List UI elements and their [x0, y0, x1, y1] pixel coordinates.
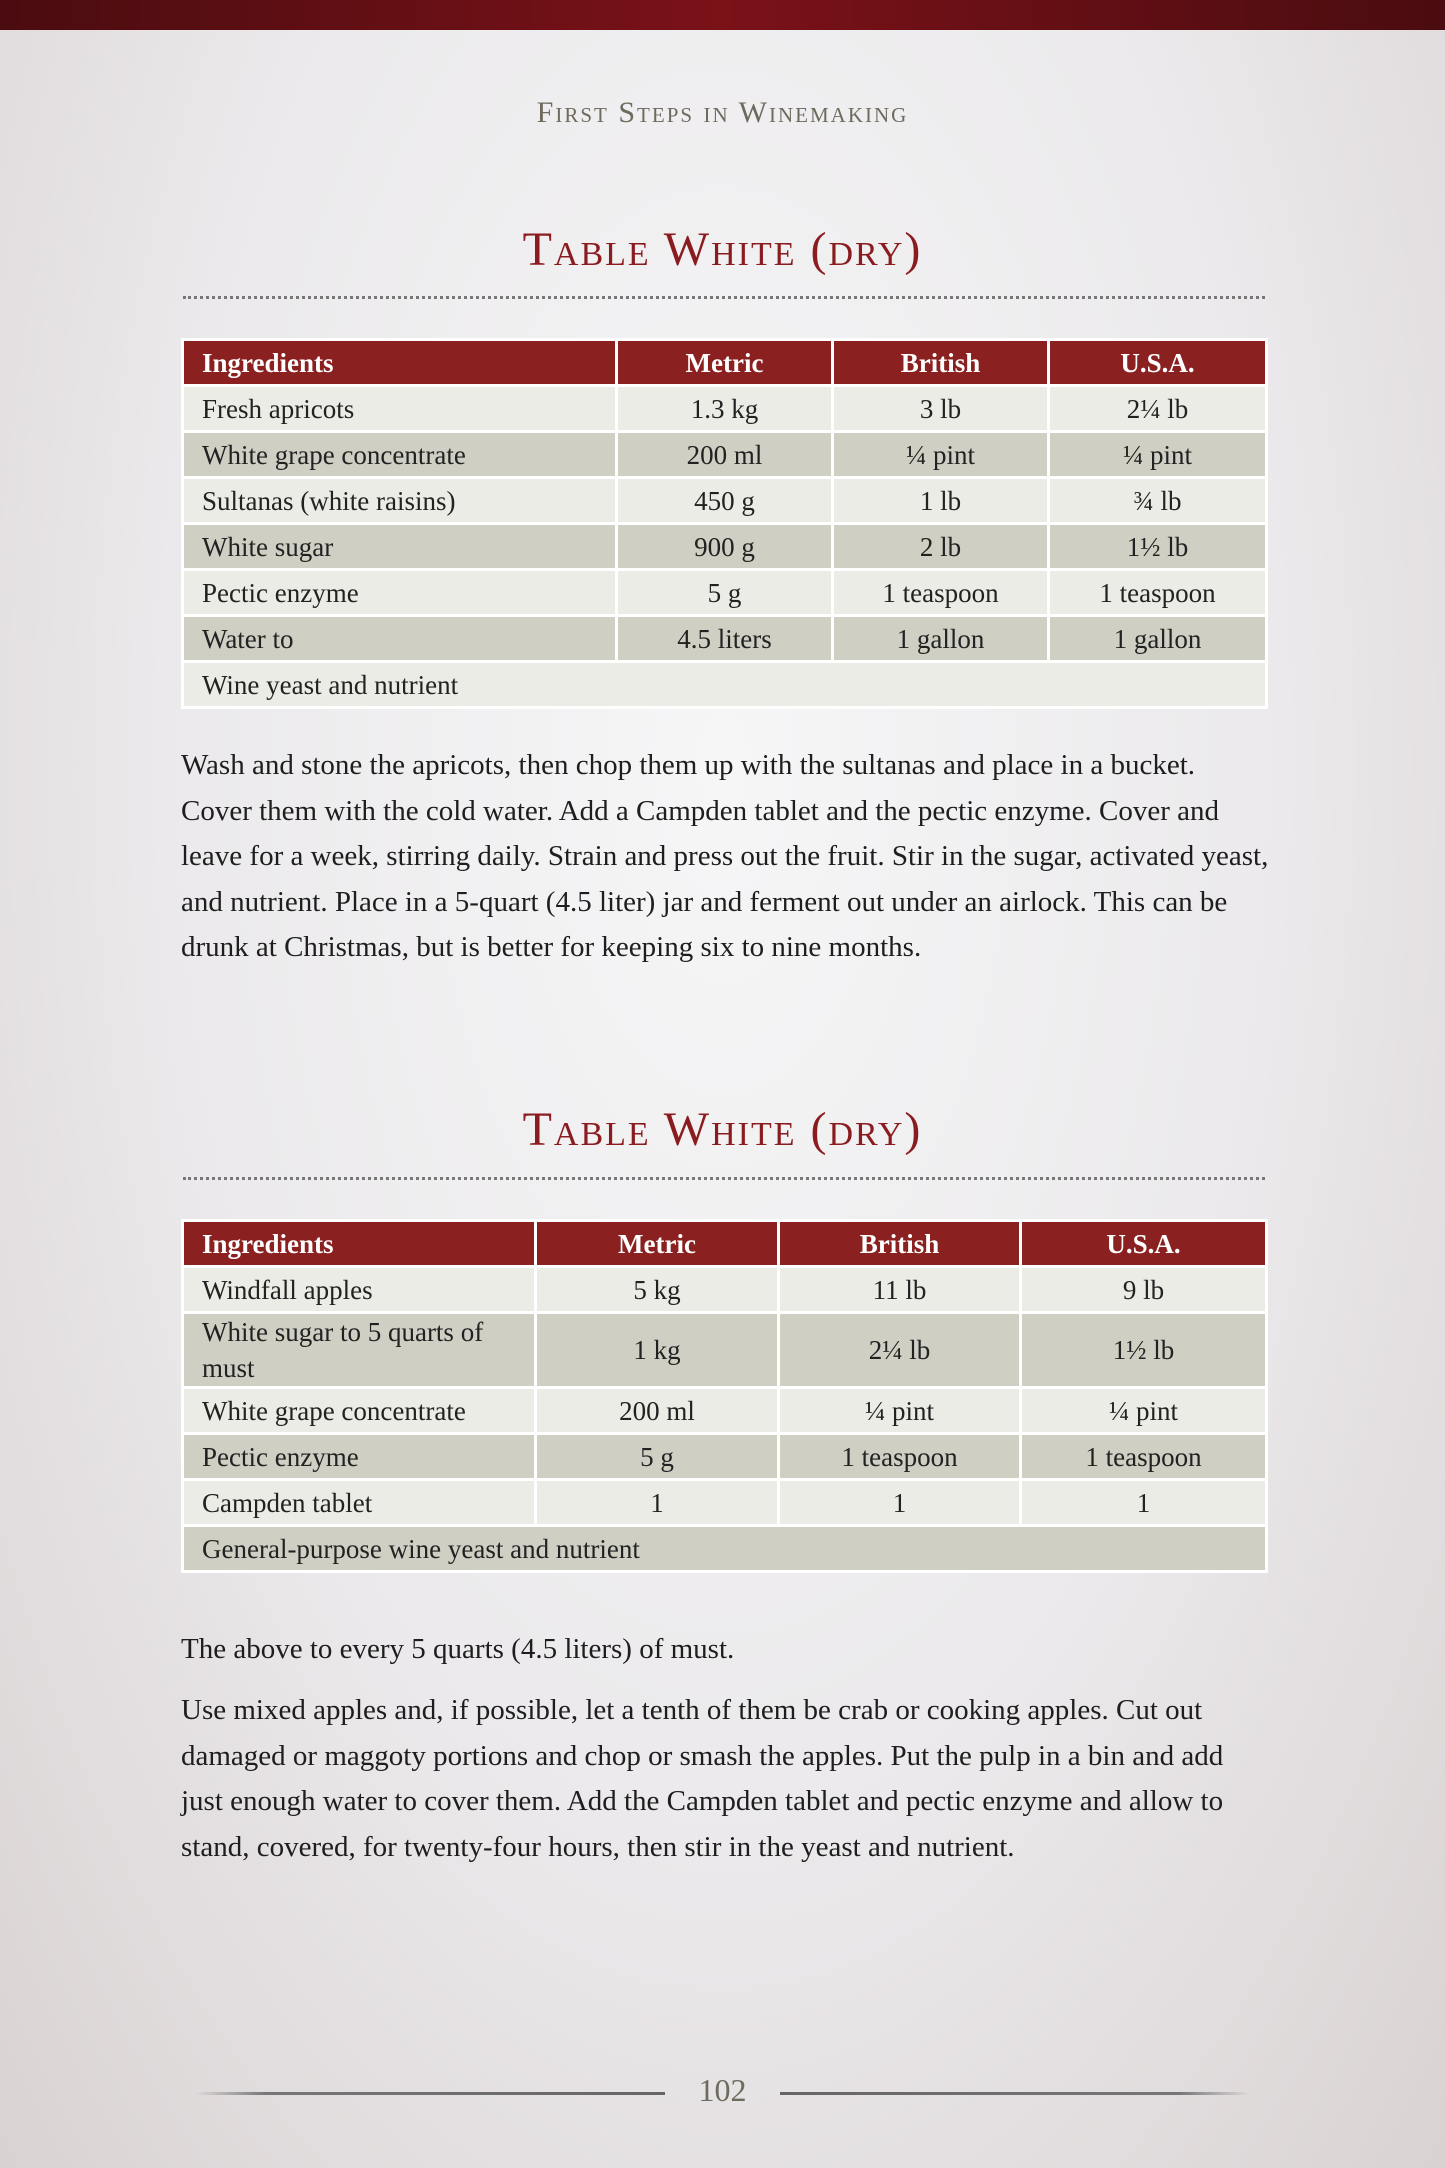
- table-cell: 11 lb: [777, 1265, 1022, 1314]
- table-cell: 900 g: [615, 522, 834, 571]
- table-cell: 1: [1019, 1478, 1268, 1527]
- table-cell: 1 teaspoon: [1047, 568, 1268, 617]
- running-header: First Steps in Winemaking: [536, 96, 909, 129]
- table-row: White sugar to 5 quarts of must 1 kg 2¼ lb…: [181, 1311, 1268, 1389]
- table-row: Water to 4.5 liters 1 gallon 1 gallon: [181, 614, 1268, 663]
- table-header-row: Ingredients Metric British U.S.A.: [181, 1219, 1268, 1268]
- table-cell: 1 gallon: [831, 614, 1050, 663]
- column-header: Metric: [615, 338, 834, 387]
- page-footer: 102: [0, 2072, 1445, 2112]
- table-cell: Campden tablet: [181, 1478, 537, 1527]
- table-cell: 9 lb: [1019, 1265, 1268, 1314]
- table-cell: Windfall apples: [181, 1265, 537, 1314]
- table-cell: 2¼ lb: [777, 1311, 1022, 1389]
- table-cell: Pectic enzyme: [181, 568, 618, 617]
- table-row: White grape concentrate 200 ml ¼ pint ¼ pin…: [181, 430, 1268, 479]
- table-cell: 1 teaspoon: [777, 1432, 1022, 1481]
- dotted-divider: [183, 296, 1265, 299]
- table-cell: White grape concentrate: [181, 430, 618, 479]
- instructions-paragraph: Use mixed apples and, if possible, let a…: [181, 1694, 1224, 1863]
- table-cell: White sugar to 5 quarts of must: [181, 1311, 537, 1389]
- table-cell: 1 lb: [831, 476, 1050, 525]
- table-row: Fresh apricots 1.3 kg 3 lb 2¼ lb: [181, 384, 1268, 433]
- table-row: White grape concentrate 200 ml ¼ pint ¼ pin…: [181, 1386, 1268, 1435]
- table-cell: 1½ lb: [1019, 1311, 1268, 1389]
- table-cell: Sultanas (white raisins): [181, 476, 618, 525]
- table-cell: ¼ pint: [1019, 1386, 1268, 1435]
- table-cell: 1 teaspoon: [1019, 1432, 1268, 1481]
- table-row: Campden tablet 1 1 1: [181, 1478, 1268, 1527]
- page-number: 102: [698, 2072, 747, 2108]
- footer-rule: [195, 2092, 665, 2095]
- table-cell: ¼ pint: [777, 1386, 1022, 1435]
- table-cell: Water to: [181, 614, 618, 663]
- column-header: Ingredients: [181, 1219, 537, 1268]
- table-cell: 1: [777, 1478, 1022, 1527]
- table-cell: Pectic enzyme: [181, 1432, 537, 1481]
- table-cell: 450 g: [615, 476, 834, 525]
- table-cell: 3 lb: [831, 384, 1050, 433]
- table-cell: 1 gallon: [1047, 614, 1268, 663]
- table-cell: 2¼ lb: [1047, 384, 1268, 433]
- table-cell: 1 kg: [534, 1311, 780, 1389]
- table-cell: ¾ lb: [1047, 476, 1268, 525]
- ingredients-table: Ingredients Metric British U.S.A. Fresh …: [181, 338, 1268, 709]
- instructions-paragraph: Wash and stone the apricots, then chop t…: [181, 749, 1269, 964]
- column-header: U.S.A.: [1019, 1219, 1268, 1268]
- column-header: U.S.A.: [1047, 338, 1268, 387]
- column-header: British: [831, 338, 1050, 387]
- table-cell: 1.3 kg: [615, 384, 834, 433]
- table-cell: 2 lb: [831, 522, 1050, 571]
- table-cell: Fresh apricots: [181, 384, 618, 433]
- table-cell: ¼ pint: [831, 430, 1050, 479]
- table-row: Windfall apples 5 kg 11 lb 9 lb: [181, 1265, 1268, 1314]
- table-cell: White sugar: [181, 522, 618, 571]
- table-footer-row: General-purpose wine yeast and nutrient: [181, 1524, 1268, 1573]
- table-footer-row: Wine yeast and nutrient: [181, 660, 1268, 709]
- table-header-row: Ingredients Metric British U.S.A.: [181, 338, 1268, 387]
- table-cell: 200 ml: [615, 430, 834, 479]
- note-paragraph: The above to every 5 quarts (4.5 liters)…: [181, 1633, 735, 1665]
- table-cell: ¼ pint: [1047, 430, 1268, 479]
- table-cell: 5 g: [615, 568, 834, 617]
- table-cell: General-purpose wine yeast and nutrient: [181, 1524, 1268, 1573]
- column-header: British: [777, 1219, 1022, 1268]
- footer-rule: [780, 2092, 1250, 2095]
- column-header: Metric: [534, 1219, 780, 1268]
- table-cell: Wine yeast and nutrient: [181, 660, 1268, 709]
- ingredients-table: Ingredients Metric British U.S.A. Windfa…: [181, 1219, 1268, 1573]
- table-cell: White grape concentrate: [181, 1386, 537, 1435]
- table-cell: 200 ml: [534, 1386, 780, 1435]
- table-cell: 5 g: [534, 1432, 780, 1481]
- table-cell: 5 kg: [534, 1265, 780, 1314]
- column-header: Ingredients: [181, 338, 618, 387]
- table-cell: 1 teaspoon: [831, 568, 1050, 617]
- top-bar: [0, 0, 1445, 30]
- table-cell: 1: [534, 1478, 780, 1527]
- table-cell: 4.5 liters: [615, 614, 834, 663]
- table-cell: 1½ lb: [1047, 522, 1268, 571]
- recipe-title: Table White (dry): [522, 223, 923, 276]
- recipe-title: Table White (dry): [522, 1103, 923, 1156]
- dotted-divider: [183, 1177, 1265, 1180]
